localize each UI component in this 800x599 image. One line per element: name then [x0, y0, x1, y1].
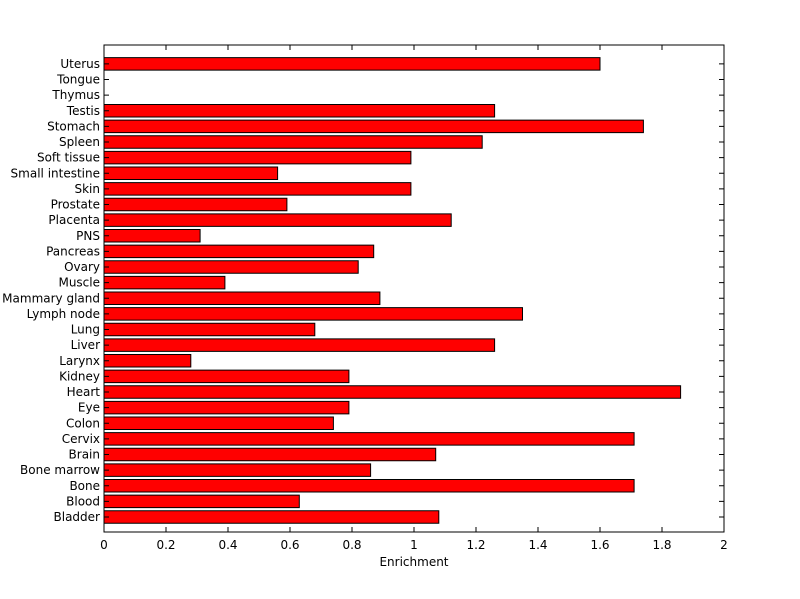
y-tick-label: Soft tissue — [37, 151, 100, 165]
y-tick-label: Spleen — [59, 135, 100, 149]
bar-small-intestine — [103, 166, 279, 180]
x-tick-label: 0.2 — [156, 538, 175, 552]
bar-prostate — [103, 197, 288, 212]
x-tick-label: 1.6 — [590, 538, 609, 552]
bar-brain — [103, 447, 437, 462]
bar-ovary — [103, 260, 359, 274]
y-tick-label: Heart — [67, 385, 101, 399]
bar-heart — [103, 385, 682, 399]
bar-kidney — [103, 369, 350, 384]
y-tick-label: Small intestine — [11, 166, 100, 180]
y-tick-label: Blood — [66, 494, 100, 508]
bar-uterus — [103, 57, 601, 71]
y-tick-label: Muscle — [58, 276, 100, 290]
x-axis-label: Enrichment — [379, 555, 448, 569]
bar-muscle — [103, 275, 226, 290]
y-tick-label: Prostate — [51, 198, 100, 212]
bar-mammary-gland — [103, 291, 381, 305]
bar-spleen — [103, 135, 483, 149]
bar-colon — [103, 416, 334, 430]
bar-testis — [103, 104, 496, 118]
bar-skin — [103, 182, 412, 196]
x-tick-label: 0.6 — [280, 538, 299, 552]
y-tick-label: Stomach — [47, 119, 100, 133]
bar-pns — [103, 229, 201, 243]
y-tick-label: Bone marrow — [20, 463, 100, 477]
bar-bone — [103, 479, 635, 493]
x-tick-label: 1.2 — [466, 538, 485, 552]
y-tick-label: Testis — [66, 104, 100, 118]
y-tick-label: Pancreas — [46, 244, 100, 258]
x-tick-label: 1.4 — [528, 538, 547, 552]
y-tick-label: Lymph node — [27, 307, 100, 321]
bar-stomach — [103, 119, 644, 134]
x-tick-label: 0.4 — [218, 538, 237, 552]
y-tick-label: Brain — [69, 448, 100, 462]
y-tick-label: Bone — [69, 479, 100, 493]
y-tick-label: Kidney — [59, 369, 100, 383]
bar-blood — [103, 494, 300, 509]
y-tick-label: Placenta — [48, 213, 100, 227]
bar-lymph-node — [103, 307, 523, 321]
x-tick-label: 1 — [410, 538, 418, 552]
y-tick-label: Uterus — [60, 57, 100, 71]
bar-bone-marrow — [103, 463, 372, 477]
bar-larynx — [103, 354, 192, 368]
y-tick-label: Skin — [74, 182, 100, 196]
y-tick-label: Thymus — [51, 88, 100, 102]
bar-bladder — [103, 510, 440, 524]
y-tick-label: Bladder — [54, 510, 101, 524]
y-tick-label: Lung — [71, 323, 100, 337]
y-tick-label: Liver — [71, 338, 101, 352]
plot-frame — [103, 44, 725, 533]
y-tick-label: Cervix — [62, 432, 100, 446]
bar-lung — [103, 322, 316, 337]
bar-soft-tissue — [103, 150, 412, 165]
bar-cervix — [103, 432, 635, 446]
x-tick-label: 2 — [720, 538, 728, 552]
y-tick-label: Eye — [78, 401, 100, 415]
bar-pancreas — [103, 244, 375, 259]
y-tick-label: Mammary gland — [2, 291, 100, 305]
x-tick-label: 1.8 — [652, 538, 671, 552]
y-tick-label: Larynx — [59, 354, 100, 368]
y-tick-label: Ovary — [64, 260, 100, 274]
bar-placenta — [103, 213, 452, 227]
bar-eye — [103, 400, 350, 415]
x-tick-label: 0 — [100, 538, 108, 552]
y-tick-label: Tongue — [56, 73, 100, 87]
y-tick-label: PNS — [76, 229, 100, 243]
x-tick-label: 0.8 — [342, 538, 361, 552]
bar-liver — [103, 338, 496, 352]
y-tick-label: Colon — [66, 416, 100, 430]
